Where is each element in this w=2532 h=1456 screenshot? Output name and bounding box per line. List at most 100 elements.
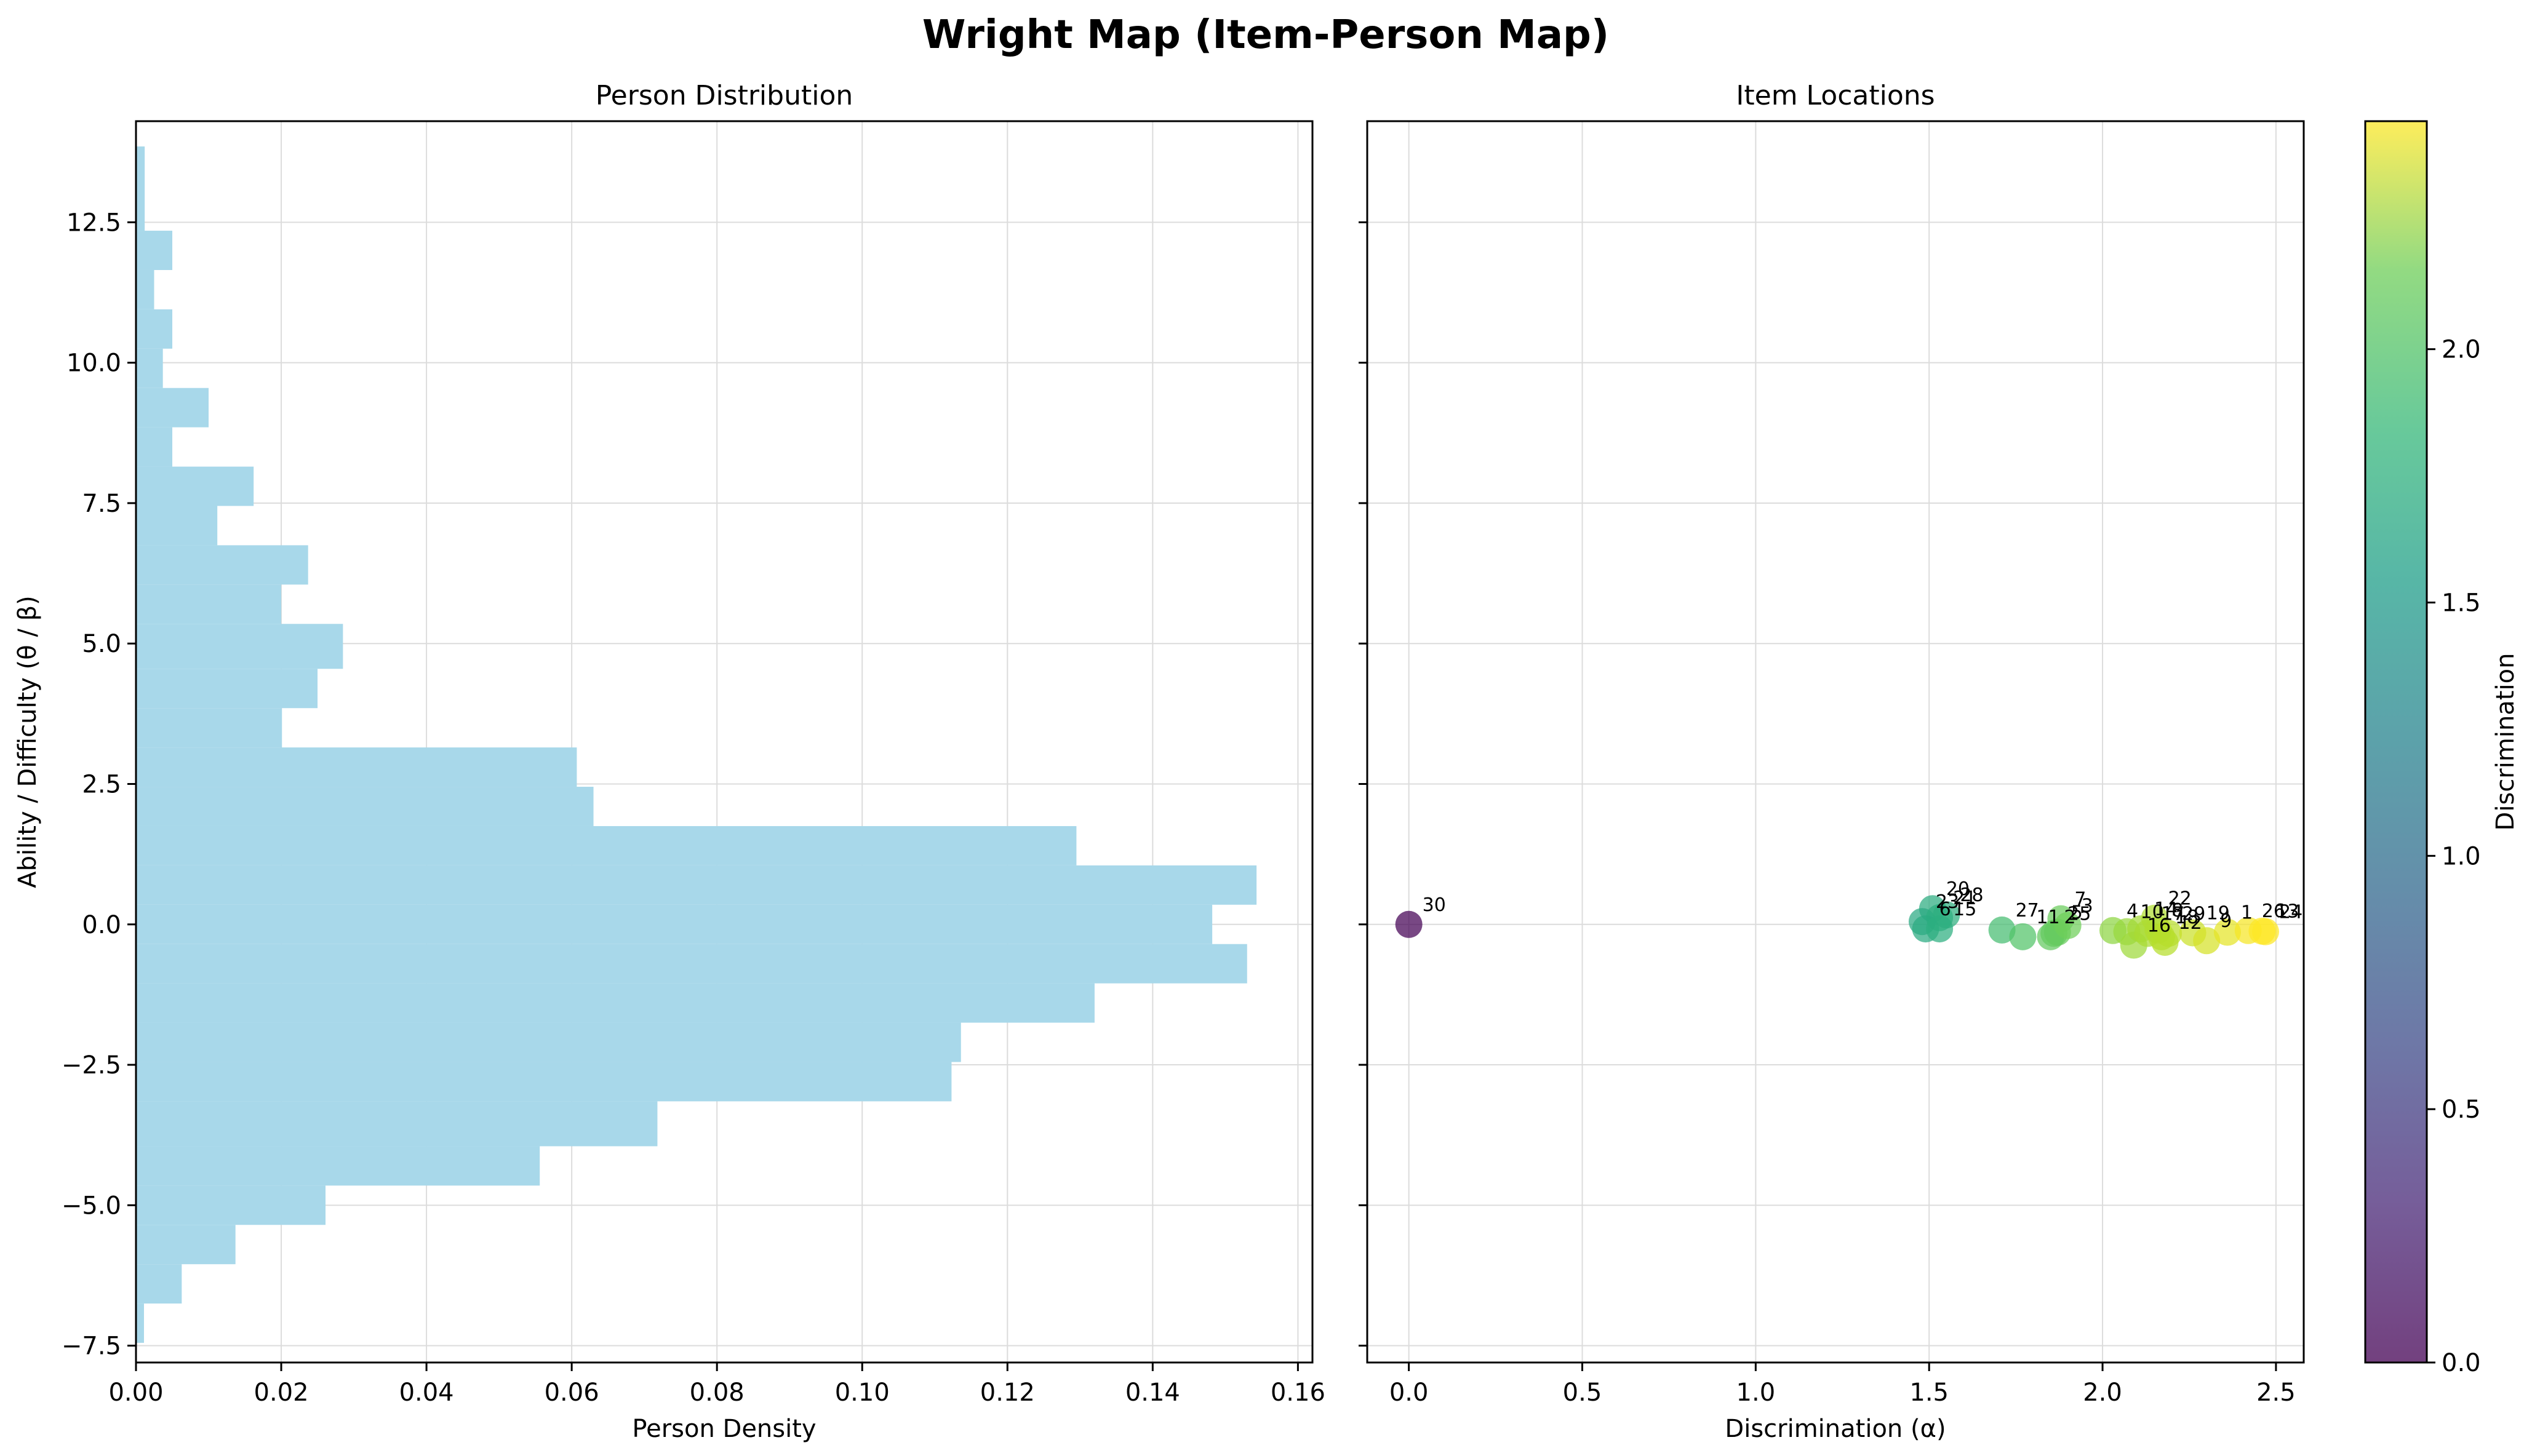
item-label: 22 (2168, 888, 2192, 910)
right-y-tick-marks (1359, 221, 1367, 1347)
colorbar-tick-label: 1.0 (2442, 842, 2481, 870)
item-label: 13 (2275, 901, 2299, 923)
left-x-tick-label: 0.08 (690, 1378, 745, 1407)
histogram-bar (136, 624, 343, 669)
item-label: 30 (1423, 894, 1446, 916)
histogram-bar (136, 466, 254, 506)
colorbar: 0.0 0.5 1.0 1.5 2.0 Discrimination (2364, 120, 2520, 1377)
histogram-bar (136, 1146, 540, 1186)
item-point (2251, 918, 2279, 945)
item-label: 3 (2082, 896, 2093, 917)
histogram-bar (136, 231, 173, 270)
y-axis-label: Ability / Difficulty (θ / β) (14, 595, 42, 888)
item-point (2054, 912, 2082, 939)
histogram-bar (136, 904, 1213, 944)
left-y-tick-label: 0.0 (82, 911, 121, 939)
item-point (1926, 915, 1954, 943)
item-label: 25 (2067, 903, 2091, 925)
histogram-bar (136, 1062, 952, 1102)
histogram-bar (136, 506, 218, 546)
item-label: 6 (1939, 899, 1951, 920)
item-label: 28 (1960, 885, 1983, 906)
colorbar-tick-label: 0.5 (2442, 1096, 2481, 1124)
histogram-bar (136, 146, 145, 231)
colorbar-gradient (2365, 121, 2427, 1363)
left-y-tick-label: 7.5 (82, 490, 121, 518)
histogram-bar (136, 1225, 236, 1265)
colorbar-tick-label: 2.0 (2442, 336, 2481, 364)
histogram-bar (136, 944, 1247, 984)
right-panel-title: Item Locations (1736, 80, 1935, 111)
item-label: 17 (2161, 903, 2184, 925)
histogram-bars (136, 146, 1257, 1343)
item-point (1988, 916, 2016, 944)
item-label: 7 (2074, 889, 2086, 910)
histogram-bar (136, 669, 318, 709)
item-label: 18 (2175, 907, 2199, 928)
item-label: 11 (2036, 907, 2059, 928)
left-y-tick-label: 5.0 (82, 630, 121, 658)
histogram-bar (136, 747, 577, 787)
histogram-bar (136, 269, 154, 309)
right-x-axis-label: Discrimination (α) (1725, 1415, 1946, 1443)
item-label: 27 (2016, 900, 2039, 921)
histogram-bar (136, 388, 209, 428)
right-x-tick-label: 0.5 (1563, 1378, 1602, 1407)
histogram-bar (136, 983, 1095, 1023)
histogram-bar (136, 1264, 182, 1304)
left-x-tick-label: 0.00 (108, 1378, 163, 1407)
left-y-tick-label: 10.0 (66, 349, 121, 378)
histogram-bar (136, 1185, 326, 1225)
person-distribution-panel: Person Distribution 0.00 0.02 0.04 0.06 0.08… (14, 80, 1325, 1443)
left-axes-frame (135, 120, 1314, 1364)
item-label: 15 (1953, 899, 1976, 920)
right-x-tick-label: 2.5 (2256, 1378, 2296, 1407)
item-label: 9 (2220, 910, 2232, 932)
left-y-tick-label: 2.5 (82, 770, 121, 798)
item-label: 14 (2154, 899, 2178, 920)
histogram-bar (136, 825, 1077, 865)
histogram-bar (136, 1022, 961, 1062)
item-point (2213, 918, 2241, 946)
left-y-tick-label: −2.5 (62, 1051, 121, 1080)
left-y-tick-label: 12.5 (66, 209, 121, 237)
item-label: 24 (2279, 902, 2302, 923)
right-x-ticks: 0.0 0.5 1.0 1.5 2.0 2.5 (1389, 1363, 2296, 1407)
histogram-bar (136, 309, 173, 349)
item-label: 5 (2071, 902, 2083, 924)
right-axes-frame (1366, 120, 2305, 1364)
left-x-tick-label: 0.16 (1271, 1378, 1325, 1407)
colorbar-tick-label: 0.0 (2442, 1349, 2481, 1377)
left-y-tick-label: −5.0 (62, 1191, 121, 1220)
histogram-bar (136, 787, 594, 826)
item-point (2151, 928, 2179, 956)
left-x-tick-label: 0.02 (254, 1378, 309, 1407)
item-label: 29 (2182, 903, 2205, 925)
item-label: 10 (2141, 902, 2164, 923)
histogram-bar (136, 348, 163, 388)
item-label: 23 (1936, 891, 1959, 913)
item-label: 2 (2064, 907, 2075, 928)
item-label: 12 (2179, 912, 2202, 934)
left-x-tick-label: 0.12 (980, 1378, 1035, 1407)
item-points (1395, 895, 2279, 959)
left-x-axis-label: Person Density (632, 1415, 816, 1443)
left-y-ticks: −7.5 −5.0 −2.5 0.0 2.5 5.0 7.5 10.0 12.5 (62, 209, 136, 1361)
item-label: 8 (2171, 900, 2183, 921)
item-label: 1 (2241, 902, 2253, 924)
histogram-bar (136, 584, 282, 624)
histogram-bar (136, 545, 308, 585)
left-y-tick-label: −7.5 (62, 1332, 121, 1361)
left-x-tick-label: 0.14 (1125, 1378, 1180, 1407)
histogram-bar (136, 1303, 144, 1343)
right-x-tick-label: 1.5 (1909, 1378, 1949, 1407)
right-grid (1367, 121, 2304, 1363)
colorbar-label: Discrimination (2491, 653, 2520, 831)
colorbar-ticks: 0.0 0.5 1.0 1.5 2.0 (2427, 336, 2481, 1377)
histogram-bar (136, 865, 1257, 905)
right-x-tick-label: 2.0 (2083, 1378, 2122, 1407)
left-x-tick-label: 0.10 (835, 1378, 890, 1407)
item-label: 20 (1946, 878, 1970, 900)
